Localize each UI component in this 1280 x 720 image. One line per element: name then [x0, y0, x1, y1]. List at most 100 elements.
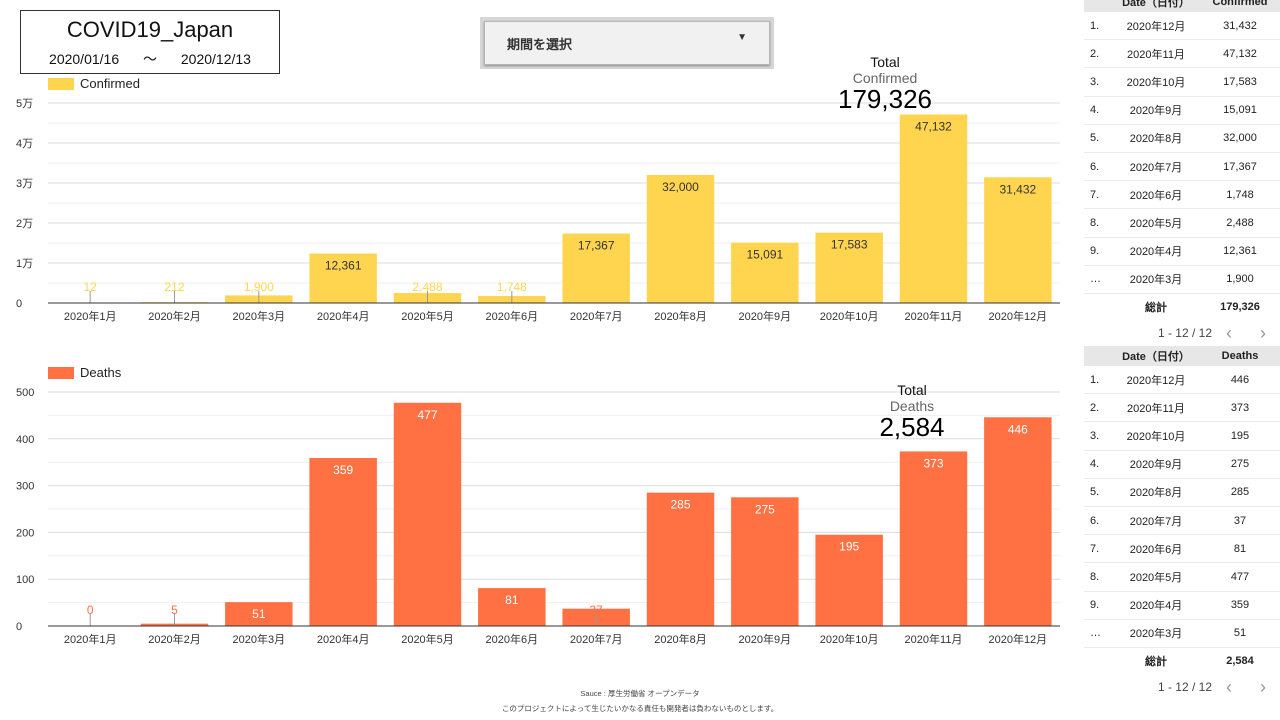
confirmed-x-tick-label: 2020年9月	[739, 309, 792, 323]
confirmed-x-tick-label: 2020年5月	[401, 309, 454, 323]
confirmed-data-label: 212	[164, 280, 184, 294]
row-date: 2020年6月	[1129, 543, 1183, 556]
deaths-data-label: 275	[755, 502, 775, 516]
row-value: 195	[1230, 429, 1250, 442]
row-date: 2020年8月	[1129, 487, 1183, 500]
deaths-x-tick-label: 2020年6月	[486, 632, 539, 646]
row-index: 8.	[1090, 570, 1100, 583]
row-value: 359	[1230, 599, 1250, 612]
deaths-data-label: 195	[839, 540, 859, 554]
deaths-total-value: 2,584	[879, 412, 945, 442]
confirmed-bar[interactable]	[562, 233, 630, 303]
deaths-bar[interactable]	[815, 534, 883, 626]
deaths-x-tick-label: 2020年3月	[233, 632, 286, 646]
row-value: 81	[1233, 542, 1247, 555]
deaths-bar[interactable]	[899, 451, 968, 626]
chevron-right-icon[interactable]: ›	[1260, 676, 1266, 697]
confirmed-bar[interactable]	[899, 114, 968, 303]
row-index: …	[1090, 627, 1101, 640]
table-row[interactable]: 1. 2020年12月 446	[1084, 366, 1280, 395]
confirmed-x-tick-label: 2020年3月	[233, 309, 286, 323]
deaths-x-tick-label: 2020年2月	[148, 632, 201, 646]
table-row[interactable]: 7. 2020年6月 1,748	[1084, 181, 1280, 210]
table-row[interactable]: 6. 2020年7月 17,367	[1084, 153, 1280, 182]
row-index: 4.	[1090, 104, 1100, 117]
row-date: 2020年10月	[1126, 76, 1186, 89]
total-label: 総計	[1145, 301, 1167, 314]
table-row[interactable]: 1. 2020年12月 31,432	[1084, 12, 1280, 41]
chevron-left-icon[interactable]: ‹	[1226, 676, 1232, 697]
confirmed-legend: Confirmed	[48, 76, 140, 91]
confirmed-bar[interactable]	[731, 242, 799, 303]
row-index: 3.	[1090, 75, 1100, 88]
footer-source: Sauce : 厚生労働省 オープンデータ	[580, 689, 700, 698]
deaths-bar[interactable]	[984, 417, 1052, 626]
date-start: 2020/01/16	[49, 51, 120, 67]
row-index: 6.	[1090, 160, 1100, 173]
row-date: 2020年9月	[1129, 105, 1183, 118]
row-index: 2.	[1090, 47, 1100, 60]
total-label: 総計	[1145, 655, 1167, 668]
pager-text: 1 - 12 / 12	[1157, 679, 1212, 694]
table-row[interactable]: 5. 2020年8月 32,000	[1084, 125, 1280, 153]
row-date: 2020年7月	[1129, 515, 1183, 528]
deaths-legend: Deaths	[48, 365, 121, 380]
confirmed-bar[interactable]	[984, 177, 1052, 303]
row-value: 275	[1230, 458, 1250, 471]
chevron-right-icon[interactable]: ›	[1260, 322, 1266, 343]
table-row[interactable]: 7. 2020年6月 81	[1084, 535, 1280, 564]
confirmed-x-tick-label: 2020年11月	[905, 309, 963, 323]
row-value: 2,488	[1226, 216, 1254, 229]
table-row[interactable]: 2. 2020年11月 373	[1084, 394, 1280, 423]
period-selector[interactable]: 期間を選択 ▼	[484, 21, 770, 65]
deaths-bar[interactable]	[478, 588, 546, 626]
table-row[interactable]: 8. 2020年5月 2,488	[1084, 209, 1280, 238]
confirmed-total-metric: Confirmed	[852, 70, 918, 86]
table-row[interactable]: 4. 2020年9月 15,091	[1084, 97, 1280, 125]
table-row[interactable]: 4. 2020年9月 275	[1084, 451, 1280, 479]
confirmed-bar[interactable]	[815, 232, 883, 303]
chevron-left-icon[interactable]: ‹	[1226, 322, 1232, 343]
confirmed-x-tick-label: 2020年4月	[317, 309, 370, 323]
deaths-bar[interactable]	[731, 497, 799, 626]
deaths-x-tick-label: 2020年1月	[64, 632, 117, 646]
table-row[interactable]: 6. 2020年7月 37	[1084, 507, 1280, 536]
row-value: 446	[1230, 373, 1250, 386]
row-index: 3.	[1090, 429, 1100, 442]
row-index: 5.	[1090, 132, 1100, 145]
header-date[interactable]: Date（日付）	[1122, 0, 1190, 9]
header-deaths[interactable]: Deaths	[1221, 350, 1259, 362]
chevron-down-icon[interactable]: ▼	[737, 32, 747, 43]
table-row[interactable]: 3. 2020年10月 195	[1084, 422, 1280, 451]
deaths-data-label: 477	[417, 408, 437, 422]
confirmed-bar[interactable]	[646, 175, 715, 303]
deaths-bar[interactable]	[646, 492, 715, 626]
row-date: 2020年5月	[1129, 571, 1183, 584]
table-row[interactable]: … 2020年3月 1,900	[1084, 266, 1280, 294]
header-confirmed[interactable]: Confirmed	[1212, 0, 1268, 8]
table-row[interactable]: 5. 2020年8月 285	[1084, 479, 1280, 507]
row-date: 2020年11月	[1127, 48, 1185, 61]
confirmed-data-label: 12	[83, 280, 97, 294]
deaths-x-tick-label: 2020年10月	[820, 632, 879, 646]
table-row[interactable]: … 2020年3月 51	[1084, 620, 1280, 648]
deaths-bar[interactable]	[309, 457, 377, 626]
table-row[interactable]: 9. 2020年4月 12,361	[1084, 238, 1280, 266]
table-row[interactable]: 9. 2020年4月 359	[1084, 592, 1280, 620]
confirmed-total-scorecard: Total Confirmed 179,326	[835, 54, 935, 112]
confirmed-bar[interactable]	[309, 253, 377, 303]
row-index: 6.	[1090, 514, 1100, 527]
deaths-x-tick-label: 2020年11月	[905, 632, 963, 646]
deaths-x-tick-label: 2020年5月	[401, 632, 454, 646]
row-value: 373	[1230, 401, 1250, 414]
table-row[interactable]: 2. 2020年11月 47,132	[1084, 40, 1280, 69]
date-end: 2020/12/13	[180, 51, 251, 67]
period-selector-label: 期間を選択	[507, 37, 573, 52]
header-date[interactable]: Date（日付）	[1122, 351, 1190, 363]
table-row[interactable]: 3. 2020年10月 17,583	[1084, 68, 1280, 97]
deaths-bar[interactable]	[225, 602, 293, 626]
deaths-bar[interactable]	[393, 402, 462, 626]
table-row[interactable]: 8. 2020年5月 477	[1084, 563, 1280, 592]
confirmed-data-label: 17,367	[578, 239, 615, 253]
confirmed-data-label: 2,488	[412, 280, 442, 294]
